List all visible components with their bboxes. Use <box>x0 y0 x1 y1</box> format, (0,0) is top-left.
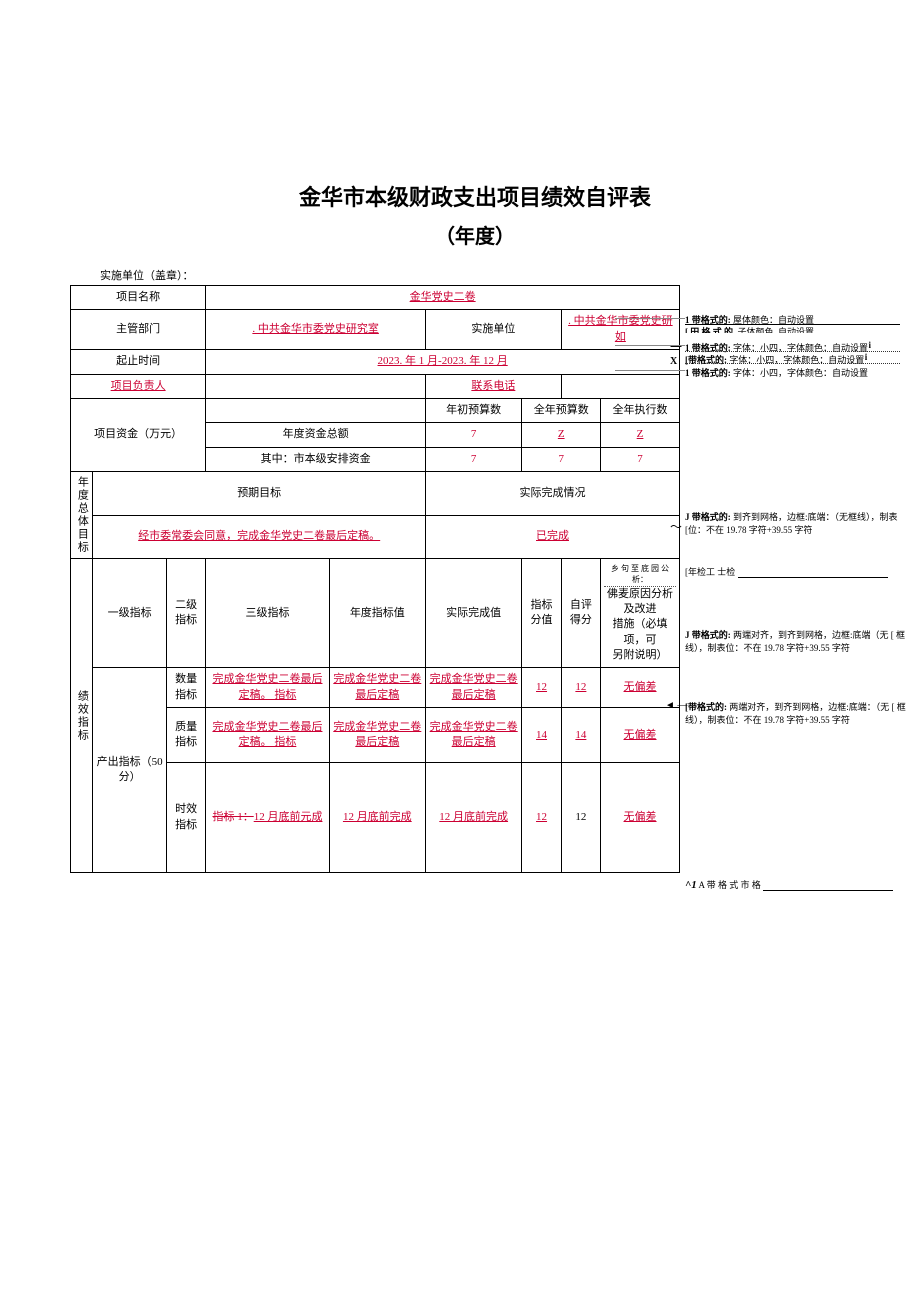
hdr-score: 指标分值 <box>522 559 561 668</box>
hdr-exec-full: 全年执行数 <box>601 398 680 422</box>
val-phone <box>561 374 679 398</box>
hdr-reason: 乡 句 至 底 园 公 析： 佛麦原因分析及改进 措施（必填项，可 另附说明） <box>601 559 680 668</box>
hdr-lvl2: 二级指标 <box>166 559 205 668</box>
val-leader <box>206 374 426 398</box>
val-qty-done: 完成金华党史二卷最后定稿 <box>426 668 522 708</box>
hdr-impl-unit: 实施单位 <box>426 310 562 350</box>
connector-2 <box>615 345 685 346</box>
hdr-period: 起止时间 <box>71 350 206 374</box>
val-fund-total-a: 7 <box>426 423 522 447</box>
val-qual-reason: 无偏差 <box>601 708 680 763</box>
comment-format-7: J 带格式的: 两端对齐，到齐到网格，边框:底端（无 [ 框线），制表位：不在 … <box>685 628 915 654</box>
hdr-perf-group: 绩效指标 <box>71 559 93 873</box>
dotted-sep-2 <box>685 363 900 364</box>
val-time-self: 12 <box>561 763 600 873</box>
val-qual-lvl3: 完成金华党史二卷最后定稿。 指标 <box>206 708 329 763</box>
val-fund-local-b: 7 <box>522 447 601 471</box>
val-qty-lvl3: 完成金华党史二卷最后定稿。 指标 <box>206 668 329 708</box>
hdr-funds: 项目资金（万元） <box>71 398 206 471</box>
hdr-leader: 项目负责人 <box>71 374 206 398</box>
val-fund-local-a: 7 <box>426 447 522 471</box>
val-qty-score: 12 <box>522 668 561 708</box>
val-time-score: 12 <box>522 763 561 873</box>
val-time-done: 12 月底前完成 <box>426 763 522 873</box>
val-qty-label: 数量指标 <box>166 668 205 708</box>
hdr-budget-full: 全年预算数 <box>522 398 601 422</box>
connector-3 <box>615 370 685 371</box>
page-subtitle: （年度） <box>70 220 880 249</box>
hdr-self: 自评得分 <box>561 559 600 668</box>
stamp-note: 实施单位（盖章）： <box>100 267 880 283</box>
hdr-expected: 预期目标 <box>93 472 426 516</box>
marker-tilde: ～ <box>670 518 682 535</box>
hdr-fund-local: 其中：市本级安排资金 <box>206 447 426 471</box>
val-impl-unit: . 中共金华市委党史研如 <box>561 310 679 350</box>
val-fund-local-c: 7 <box>601 447 680 471</box>
val-qty-target: 完成金华党史二卷最后定稿 <box>329 668 425 708</box>
hdr-phone: 联系电话 <box>426 374 562 398</box>
hdr-goal-group: 年度总体目标 <box>71 472 93 559</box>
val-expected: 经市委常委会同意，完成金华党史二卷最后定稿。 <box>93 515 426 559</box>
hdr-actual: 实际完成情况 <box>426 472 680 516</box>
val-time-label: 时效指标 <box>166 763 205 873</box>
comment-format-6: [年检工 士检 <box>685 565 888 578</box>
marker-x: X <box>670 356 677 367</box>
val-time-lvl3: 指标 1：12 月底前元成 <box>206 763 329 873</box>
val-qty-self: 12 <box>561 668 600 708</box>
val-fund-total-c: Z <box>601 423 680 447</box>
hdr-lvl1: 一级指标 <box>93 559 167 668</box>
val-time-reason: 无偏差 <box>601 763 680 873</box>
val-qual-self: 14 <box>561 708 600 763</box>
val-qual-label: 质量指标 <box>166 708 205 763</box>
comment-format-8: [带格式的: 两端对齐，到齐到网格，边框:底端：（无 [ 框线），制表位：不在 … <box>685 700 915 726</box>
comment-format-9: ^1 A 带 格 式 市 格 <box>685 878 893 891</box>
val-fund-total-b: Z <box>522 423 601 447</box>
hdr-budget-init: 年初预算数 <box>426 398 522 422</box>
connector-1 <box>615 318 685 319</box>
hdr-target: 年度指标值 <box>329 559 425 668</box>
hdr-done: 实际完成值 <box>426 559 522 668</box>
val-time-target: 12 月底前完成 <box>329 763 425 873</box>
val-qual-score: 14 <box>522 708 561 763</box>
hdr-project-name: 项目名称 <box>71 286 206 310</box>
hdr-fund-total: 年度资金总额 <box>206 423 426 447</box>
val-actual: 已完成 <box>426 515 680 559</box>
marker-triangle: ◄ — <box>665 700 687 711</box>
val-out-indicator: 产出指标（50 分） <box>93 668 167 873</box>
comment-format-3: [带格式的: 字体：小四，字体颜色：自动设置 i <box>685 353 864 366</box>
val-project-name: 金华党史二卷 <box>206 286 680 310</box>
comment-format-1b: [ 田 格 式 的. 子体颜色. 自动设置 <box>685 324 900 333</box>
comment-format-4: 1 带格式的: 字体：小四，字体颜色：自动设置 <box>685 366 868 379</box>
hdr-lvl3: 三级指标 <box>206 559 329 668</box>
dotted-sep-1 <box>685 351 900 352</box>
val-period: 2023. 年 1 月-2023. 年 12 月 <box>206 350 680 374</box>
hdr-supervisor: 主管部门 <box>71 310 206 350</box>
val-supervisor: . 中共金华市委党史研究室 <box>206 310 426 350</box>
page-title: 金华市本级财政支出项目绩效自评表 <box>70 180 880 212</box>
comment-format-5: J 带格式的: 到齐到网格，边框:底端：（无框线），制表[位：不在 19.78 … <box>685 510 915 536</box>
val-qual-target: 完成金华党史二卷最后定稿 <box>329 708 425 763</box>
val-qual-done: 完成金华党史二卷最后定稿 <box>426 708 522 763</box>
evaluation-table: 项目名称 金华党史二卷 主管部门 . 中共金华市委党史研究室 实施单位 . 中共… <box>70 285 680 873</box>
marker-dash-1: 一 <box>670 338 682 355</box>
blank-fund <box>206 398 426 422</box>
